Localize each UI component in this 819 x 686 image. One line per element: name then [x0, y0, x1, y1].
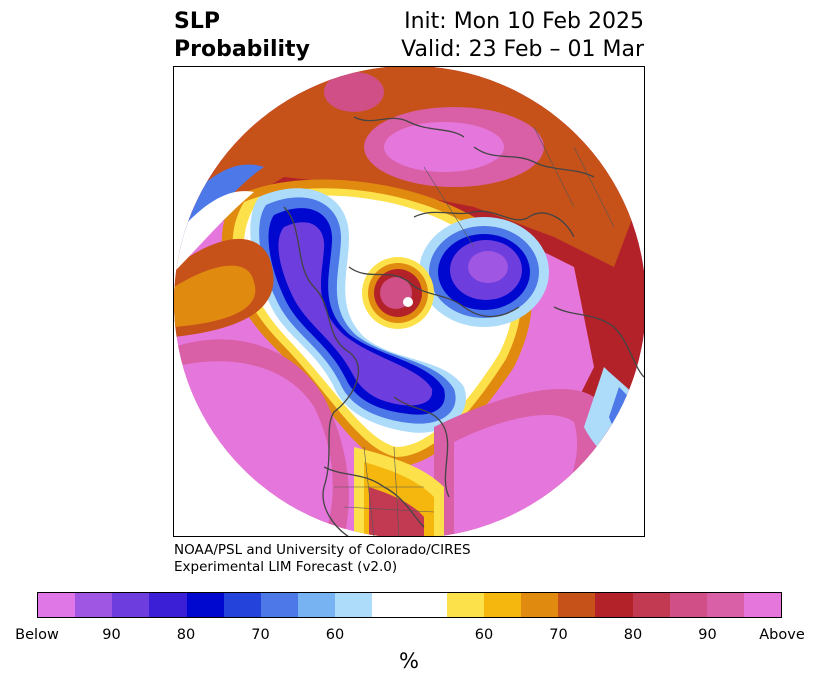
- colorbar-segment: [409, 593, 447, 617]
- colorbar-segment: [521, 593, 559, 617]
- colorbar-segment: [149, 593, 187, 617]
- colorbar-segment: [669, 593, 707, 617]
- colorbar-tick-label: 60: [325, 627, 345, 643]
- colorbar-segment: [223, 593, 261, 617]
- colorbar-tick-label: Below: [15, 627, 59, 643]
- map-svg: [174, 67, 644, 536]
- colorbar-tick-label: 90: [102, 627, 121, 643]
- init-date: Init: Mon 10 Feb 2025: [404, 9, 644, 34]
- colorbar-segment: [38, 593, 76, 617]
- title-line-2: Probability: [174, 37, 310, 62]
- colorbar: [37, 592, 782, 618]
- credit-text: NOAA/PSL and University of Colorado/CIRE…: [174, 542, 471, 576]
- colorbar-segment: [186, 593, 224, 617]
- colorbar-tick-label: 80: [176, 627, 196, 643]
- colorbar-segment: [335, 593, 373, 617]
- probability-map: [173, 66, 645, 537]
- colorbar-segment: [706, 593, 744, 617]
- colorbar-tick-label: 90: [698, 627, 717, 643]
- colorbar-tick-label: 70: [251, 627, 270, 643]
- map-title: SLP Probability: [174, 8, 310, 64]
- probability-field: [174, 67, 644, 536]
- colorbar-tick-label: 80: [623, 627, 643, 643]
- colorbar-segment: [632, 593, 670, 617]
- colorbar-unit-label: %: [399, 649, 419, 673]
- colorbar-tick-label: 60: [474, 627, 494, 643]
- valid-date: Valid: 23 Feb – 01 Mar: [401, 37, 644, 62]
- colorbar-segment: [595, 593, 633, 617]
- coastlines: [283, 116, 644, 536]
- forecast-dates: Init: Mon 10 Feb 2025 Valid: 23 Feb – 01…: [401, 8, 644, 64]
- colorbar-segment: [743, 593, 782, 617]
- colorbar-segment: [372, 593, 410, 617]
- colorbar-segment: [558, 593, 596, 617]
- colorbar-segment: [298, 593, 336, 617]
- colorbar-segment: [75, 593, 113, 617]
- title-line-1: SLP: [174, 9, 220, 34]
- colorbar-segment: [112, 593, 150, 617]
- colorbar-segment: [483, 593, 522, 617]
- colorbar-tick-label: Above: [759, 627, 805, 643]
- credit-line-2: Experimental LIM Forecast (v2.0): [174, 559, 398, 575]
- colorbar-segment: [260, 593, 299, 617]
- credit-line-1: NOAA/PSL and University of Colorado/CIRE…: [174, 542, 471, 558]
- borders: [334, 126, 615, 536]
- colorbar-tick-label: 70: [549, 627, 568, 643]
- colorbar-segment: [446, 593, 484, 617]
